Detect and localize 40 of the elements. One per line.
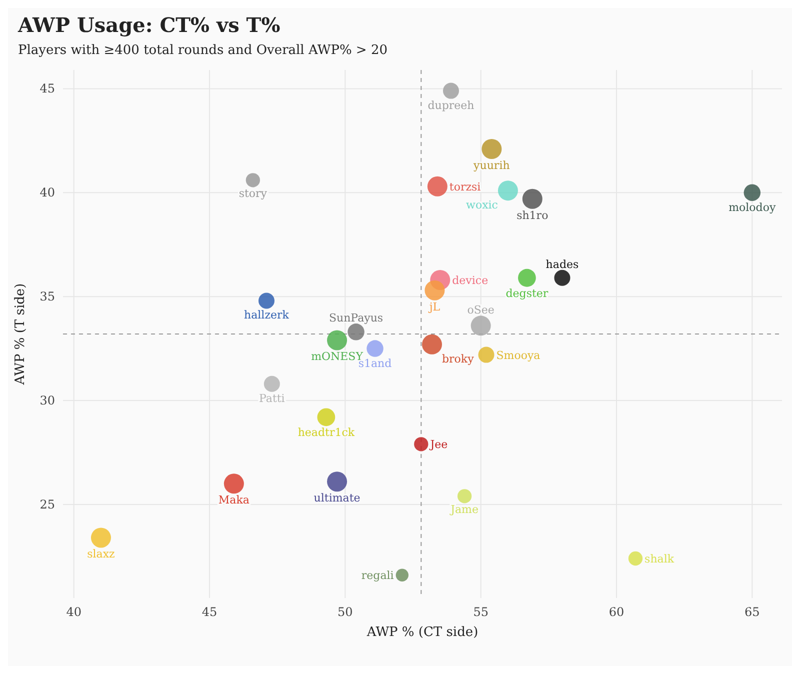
x-tick-label: 55 xyxy=(473,605,488,619)
series-label: Jee xyxy=(429,438,448,452)
y-tick-label: 25 xyxy=(40,497,55,512)
series-label: dupreeh xyxy=(428,98,474,112)
series-label: ultimate xyxy=(314,492,360,505)
series-label: Patti xyxy=(259,392,286,405)
series-label: Maka xyxy=(218,494,250,507)
series-label: woxic xyxy=(466,198,498,212)
x-tick-label: 60 xyxy=(608,605,624,619)
series-label: yuurih xyxy=(472,158,510,172)
y-tick-label: 35 xyxy=(40,290,55,304)
series-label: Jame xyxy=(450,503,479,516)
series-label: slaxz xyxy=(87,548,116,561)
x-tick-label: 65 xyxy=(744,605,760,619)
series-label: shalk xyxy=(644,552,674,566)
x-tick-label: 45 xyxy=(202,605,218,619)
x-tick-label: 40 xyxy=(66,605,82,619)
chart-subtitle: Players with ≥400 total rounds and Overall AWP% > 20 xyxy=(18,43,388,58)
series-label: hades xyxy=(546,258,579,271)
x-tick-label: 50 xyxy=(338,605,353,619)
series-label: device xyxy=(452,274,488,287)
chart-title: AWP Usage: CT% vs T% xyxy=(17,13,280,37)
series-label: Smooya xyxy=(496,348,541,362)
series-label: degster xyxy=(506,286,549,300)
series-label: oSee xyxy=(467,304,494,317)
series-label: hallzerk xyxy=(244,308,290,322)
y-tick-label: 30 xyxy=(40,394,55,408)
y-tick-label: 40 xyxy=(40,186,55,200)
series-label: molodoy xyxy=(728,201,776,214)
series-label: broky xyxy=(442,352,475,366)
y-axis-title: AWP % (T side) xyxy=(13,283,28,386)
series-label: headtr1ck xyxy=(298,426,355,440)
series-label: torzsi xyxy=(449,180,482,194)
series-label: SunPayus xyxy=(328,312,384,325)
y-tick-label: 45 xyxy=(40,82,55,96)
series-label: story xyxy=(238,187,268,200)
series-label: regali xyxy=(361,569,394,582)
series-label: jL xyxy=(427,300,441,314)
x-axis-title: AWP % (CT side) xyxy=(366,625,478,640)
series-label: sh1ro xyxy=(516,208,549,222)
